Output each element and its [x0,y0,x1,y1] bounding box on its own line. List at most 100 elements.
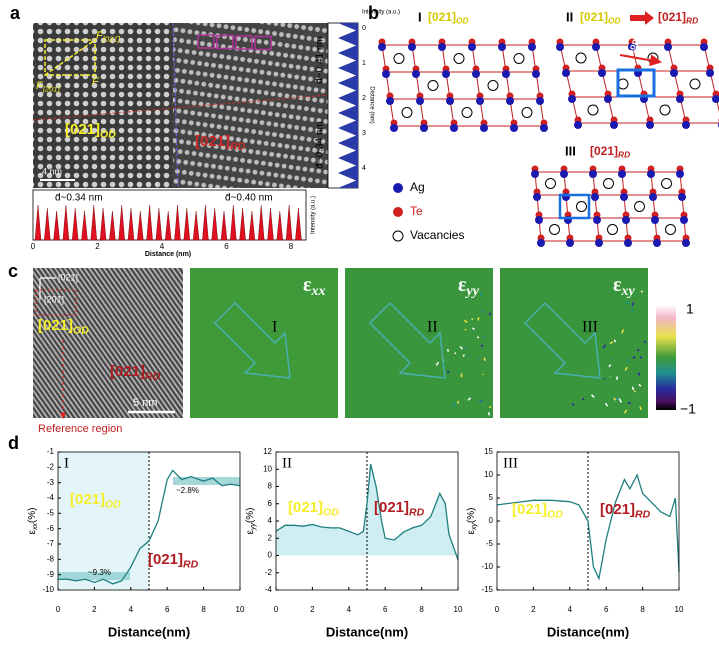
label-sub: OD [608,16,621,26]
label: εyy [458,274,480,300]
strain-feature [571,403,575,407]
label-main: [021] [110,363,145,380]
strain-feature [624,366,628,371]
vacancy [487,80,499,91]
label-tail: (%) [466,507,477,523]
ag-atom [562,69,570,77]
x-axis-label: Distance(nm) [547,624,629,639]
boundary [172,22,179,189]
shaded-region [58,452,149,590]
ag-atom [682,239,690,247]
ag-atom [535,216,543,224]
x-tick-label: 2 [92,605,97,614]
ag-atom [480,124,488,132]
ag-atom [498,43,506,51]
side-xlabel: Distance (nm) [368,86,374,123]
label-tail: (%) [245,507,256,523]
ag-atom [378,43,386,51]
strain-feature [481,309,484,314]
ag-atom [540,124,548,132]
strain-feature [483,335,487,338]
x-tick-label: 0 [56,605,61,614]
strain-feature [478,398,482,404]
vacancy [587,104,599,116]
strain-feature [604,402,609,407]
strain-feature [477,317,480,321]
label-sub: RD [618,150,630,160]
ag-atom [442,70,450,78]
legend-te [393,207,403,217]
strain-feature [603,377,606,380]
x-tick-label: 6 [604,605,609,614]
label: F[021̄] [96,30,121,43]
vacancy [659,104,671,116]
label-sub: xy [621,284,636,299]
ag-atom [700,43,708,51]
label-main: [021] [195,133,230,150]
y-tick-label: -1 [47,447,55,456]
label-sub: RD [635,508,651,520]
plot-roman: II [282,455,292,471]
strain-feature [477,357,480,360]
spacing-label: d̄~0.41 nm [315,36,326,84]
label-sub: OD [547,508,563,520]
profile [33,204,306,241]
y-tick-label: 6 [268,499,273,508]
label-sub: RD [230,140,246,152]
ag-atom [622,216,630,224]
label-sub: RD [183,558,199,570]
y-tick-label: 10 [484,470,493,479]
vacancy [665,224,676,235]
strain-feature [613,339,616,343]
label-sub: [2̄01] [42,84,61,93]
profile-xlabel: Distance (nm) [145,251,191,258]
label: εxy [613,274,636,300]
ag-atom [706,69,714,77]
ag-atom [566,239,574,247]
ag-atom [502,70,510,78]
strain-feature [480,344,484,347]
strain-map [345,268,493,418]
y-tick-label: 0 [268,551,273,560]
label: [021]OD [428,10,469,26]
ag-atom [591,193,599,201]
strain-feature [463,319,468,324]
ag-atom [506,97,514,105]
strain-feature [471,317,474,321]
label-sub: OD [456,16,469,26]
y-tick-label: 8 [268,482,273,491]
strain-feature [471,327,475,331]
strain-feature [459,345,464,350]
strain-feature [627,401,632,405]
y-tick-label: 10 [263,464,272,473]
ag-atom [682,121,690,129]
label: [021]RD [110,363,161,382]
strain-map [500,268,648,418]
y-tick-label: -9 [47,570,55,579]
ag-atom [676,170,684,178]
strain-feature [608,364,612,368]
ag-atom [382,70,390,78]
strain-feature [640,356,642,359]
strain-feature [581,397,585,401]
ag-atom [450,124,458,132]
vacancy [401,107,413,118]
x-tick-label: 0 [495,605,500,614]
label-main: [021] [580,10,608,24]
reference-box [35,289,77,316]
strain-feature [639,406,642,411]
map-roman: II [427,319,438,336]
strain-feature [609,341,614,345]
strain-feature [464,328,467,331]
strain-feature [615,396,620,401]
x-tick-label: 2 [531,605,536,614]
label-sub: RD [686,16,698,26]
strain-feature [467,397,472,401]
map-roman: III [582,319,598,336]
vector-triangle [44,39,96,76]
reference-label: Reference region [38,423,122,435]
strain-feature [476,336,480,339]
profile-tick: 4 [160,242,165,251]
line [58,469,241,585]
